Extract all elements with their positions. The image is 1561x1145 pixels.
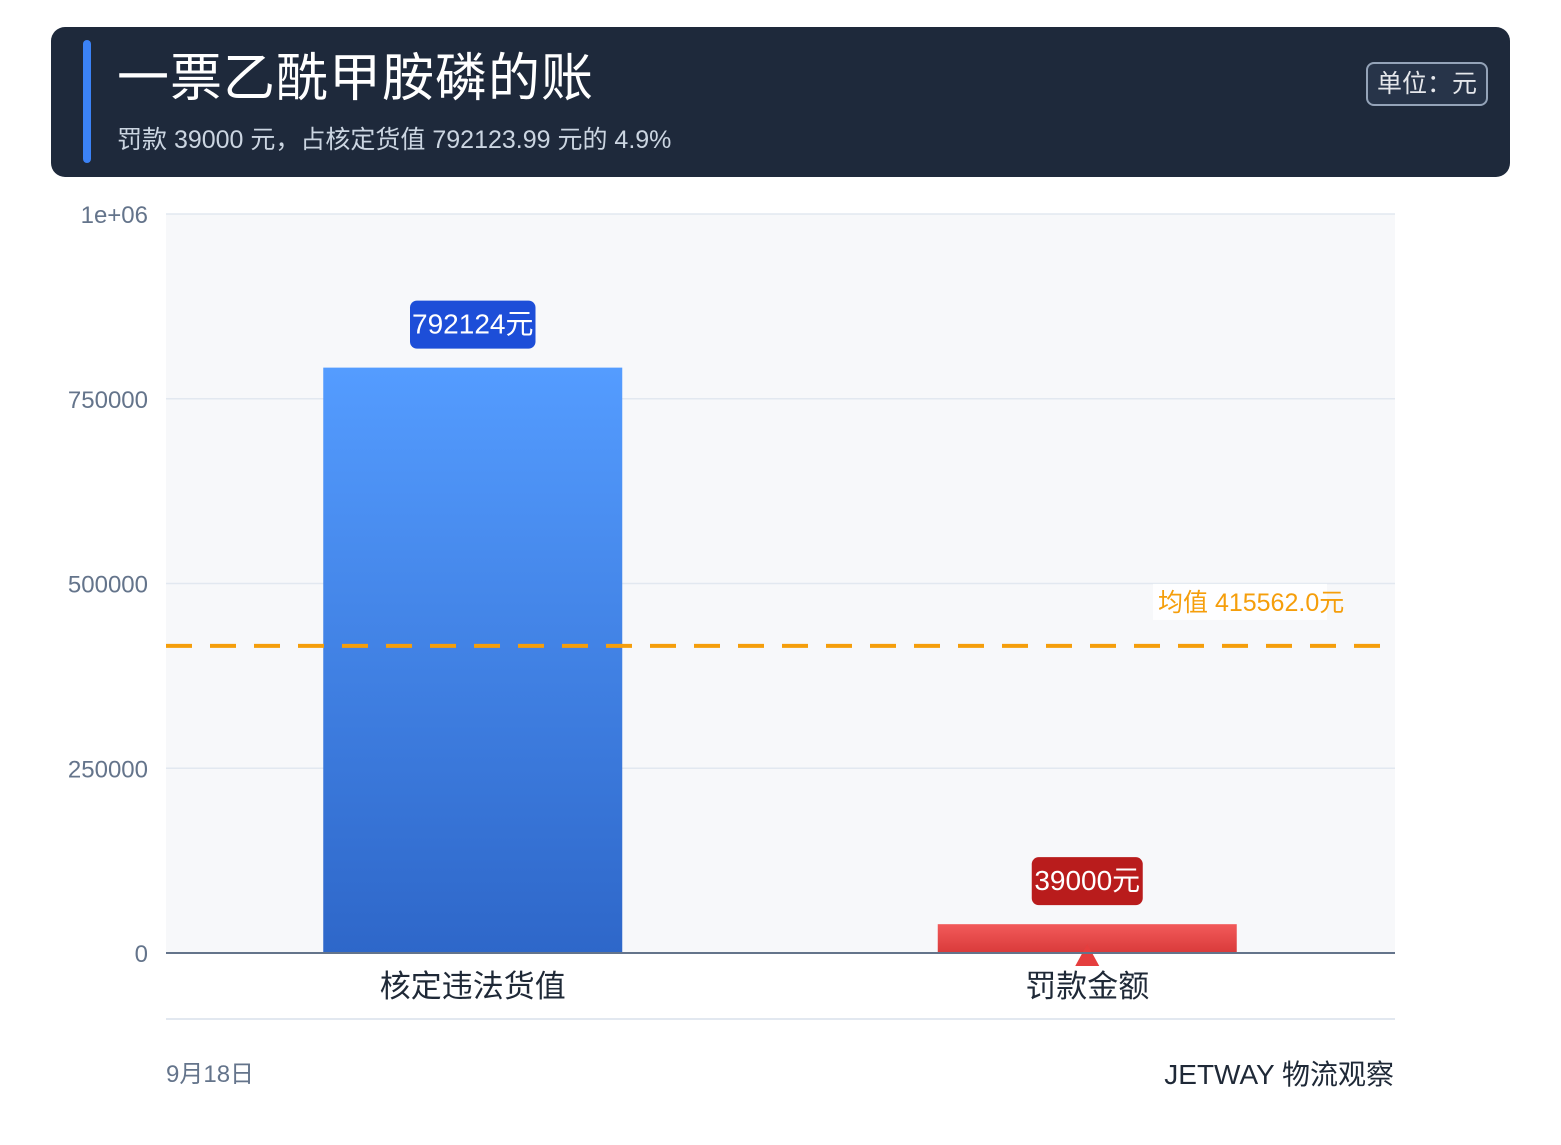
- bar: [323, 367, 623, 953]
- unit-badge: 单位：元: [1365, 62, 1488, 106]
- x-tick-label: 罚款金额: [1025, 969, 1149, 1004]
- y-tick-label: 0: [135, 941, 148, 968]
- highlight-marker: [1075, 944, 1100, 966]
- y-tick-label: 250000: [68, 756, 148, 783]
- bars: 792124元 39000元: [323, 300, 1237, 966]
- footer-date: 9月18日: [166, 1061, 255, 1088]
- mean-label-background: [1153, 583, 1327, 620]
- chart-title: 一票乙酰甲胺磷的账: [117, 50, 595, 108]
- value-label-badge: [410, 300, 536, 349]
- x-axis-labels: 核定违法货值 罚款金额: [380, 969, 1150, 1004]
- value-label-badge: [1031, 857, 1143, 906]
- value-label: 792124元: [412, 309, 533, 340]
- footer-source: JETWAY 物流观察: [1164, 1059, 1394, 1090]
- chart-subtitle: 罚款 39000 元，占核定货值 792123.99 元的 4.9%: [117, 126, 672, 154]
- y-tick-label: 500000: [68, 572, 148, 599]
- y-tick-label: 750000: [68, 387, 148, 414]
- y-axis-ticks: 0 250000 500000 750000 1e+06: [68, 202, 148, 968]
- y-tick-label: 1e+06: [81, 202, 148, 229]
- x-tick-label: 核定违法货值: [380, 969, 566, 1004]
- header-accent-bar: [83, 40, 91, 163]
- mean-line-group: 均值 415562.0元: [166, 583, 1395, 648]
- mean-label: 均值 415562.0元: [1158, 589, 1344, 617]
- value-label: 39000元: [1034, 865, 1140, 896]
- header-banner: 一票乙酰甲胺磷的账 罚款 39000 元，占核定货值 792123.99 元的 …: [51, 27, 1510, 177]
